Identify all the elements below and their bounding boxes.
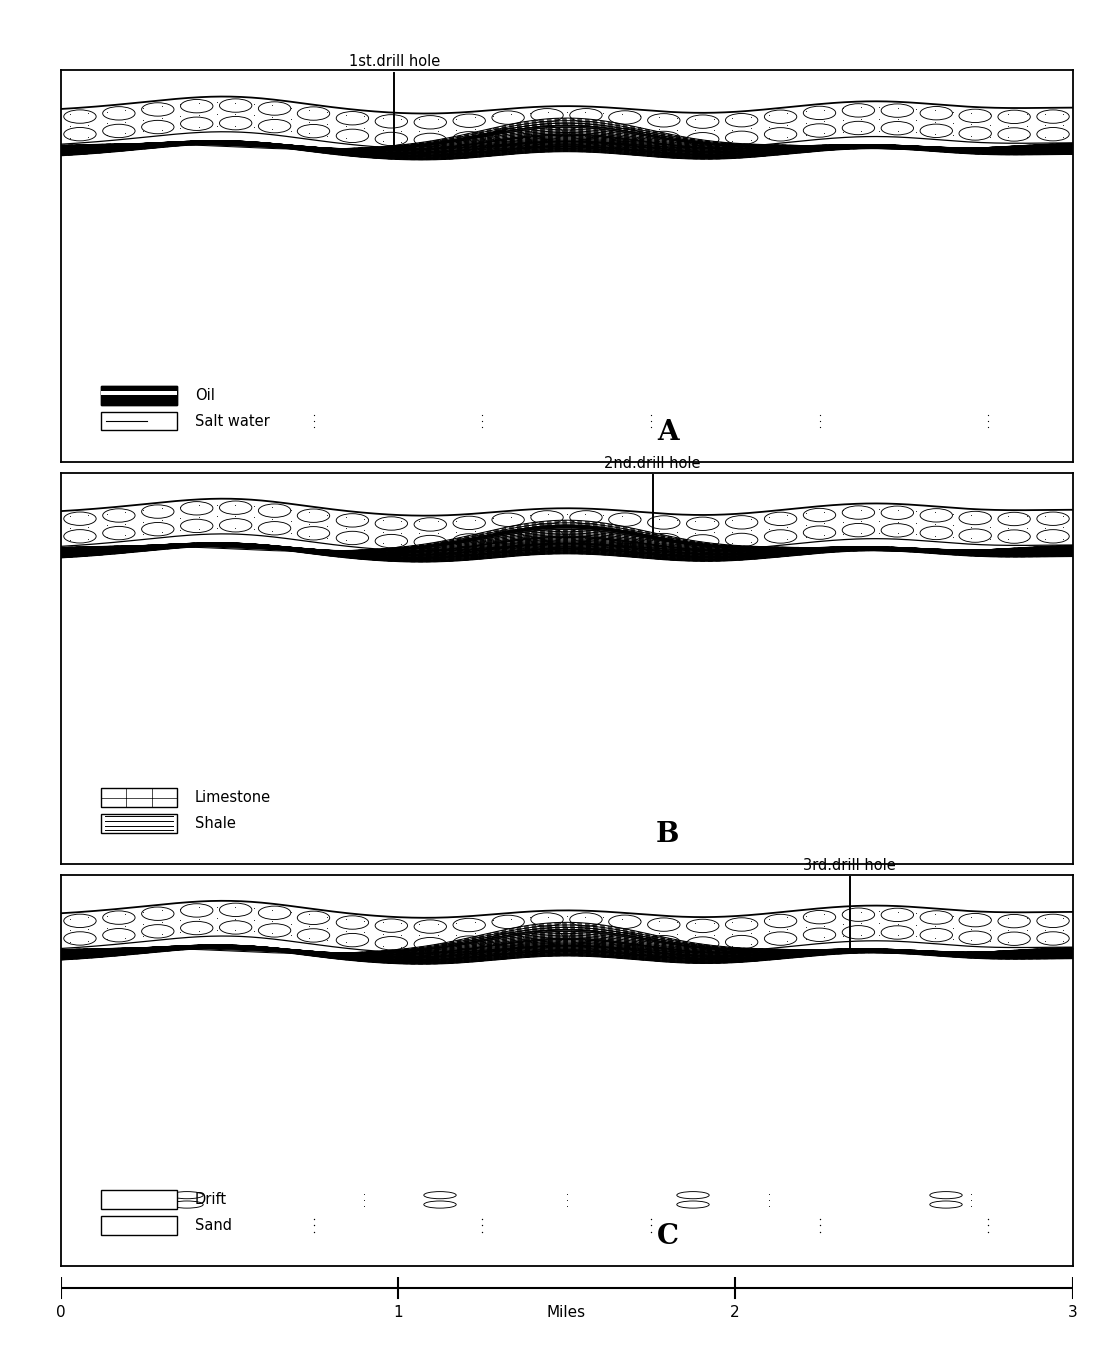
Bar [101, 386, 177, 405]
Text: Miles: Miles [547, 1305, 586, 1320]
Bar [101, 1216, 177, 1235]
Text: 0: 0 [56, 1305, 65, 1320]
Text: Shale: Shale [195, 815, 236, 830]
Bar [101, 391, 177, 394]
Text: 2nd.drill hole: 2nd.drill hole [604, 456, 701, 471]
Text: Drift: Drift [195, 1193, 228, 1208]
Text: 1: 1 [393, 1305, 403, 1320]
Text: 1st.drill hole: 1st.drill hole [349, 54, 440, 69]
Bar [101, 1190, 177, 1209]
Bar [101, 412, 177, 431]
Bar [101, 788, 177, 807]
Text: 3: 3 [1068, 1305, 1077, 1320]
Text: 2: 2 [730, 1305, 740, 1320]
Text: Sand: Sand [195, 1217, 232, 1232]
Text: 3rd.drill hole: 3rd.drill hole [803, 858, 896, 873]
Text: Salt water: Salt water [195, 413, 270, 428]
Bar [101, 386, 177, 405]
Bar [101, 814, 177, 833]
Text: B: B [656, 821, 680, 848]
Text: Oil: Oil [195, 389, 214, 403]
Text: A: A [657, 418, 679, 445]
Text: C: C [657, 1223, 679, 1250]
Text: Limestone: Limestone [195, 791, 272, 806]
